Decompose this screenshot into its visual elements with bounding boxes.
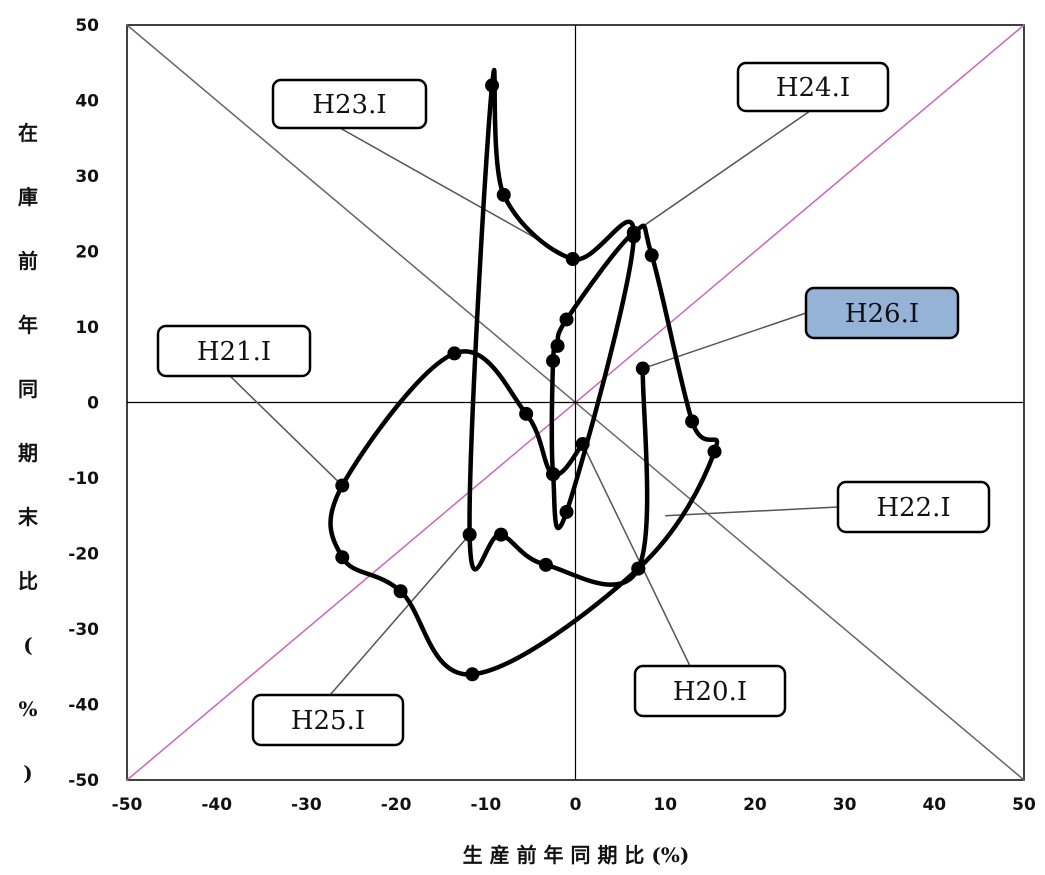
x-tick-labels: -50 -40 -30 -20 -10 0 10 20 30 40 50: [112, 795, 1036, 815]
y-axis-title-char: 庫: [18, 185, 38, 209]
x-tick-label: -30: [291, 795, 322, 815]
data-point: [635, 361, 650, 376]
annotation-label: H25.Ⅰ: [291, 706, 365, 736]
annotation-leader: [642, 312, 807, 370]
y-axis-title-char: 期: [18, 441, 38, 465]
y-tick-label: -20: [68, 545, 99, 565]
data-point: [631, 561, 646, 576]
annotation-box: [836, 480, 991, 534]
annotation-leader: [633, 110, 811, 234]
y-tick-label: -10: [68, 469, 99, 489]
x-tick-label: -20: [381, 795, 412, 815]
y-axis-title-char: 末: [18, 505, 39, 529]
x-tick-label: 20: [743, 795, 767, 815]
y-tick-labels: 50 40 30 20 10 0 -10 -20 -30 -40 -50: [68, 16, 99, 791]
x-axis-title: 生 産 前 年 同 期 比 (%): [463, 843, 690, 867]
annotation-leader: [329, 534, 471, 696]
annotation-label: H24.Ⅰ: [776, 73, 850, 103]
y-tick-label: 20: [75, 243, 99, 263]
annotation-label: H22.Ⅰ: [876, 493, 950, 523]
data-point: [335, 478, 350, 493]
x-tick-label: 40: [922, 795, 946, 815]
data-point: [465, 667, 480, 682]
y-axis-title-char: (: [23, 633, 32, 657]
y-tick-label: -50: [68, 771, 99, 791]
data-point: [393, 584, 408, 599]
annotation-leader: [582, 443, 691, 667]
y-tick-label: 10: [75, 318, 99, 338]
annotation-box: [633, 664, 787, 718]
annotation-label: H20.Ⅰ: [673, 677, 747, 707]
annotation-label: H26.Ⅰ: [845, 299, 919, 329]
annotation-label: H21.Ⅰ: [197, 337, 271, 367]
data-point: [559, 312, 574, 327]
annotation-labels: H23.Ⅰ H24.Ⅰ H21.Ⅰ H26.Ⅰ H22.Ⅰ H20.Ⅰ H25.Ⅰ: [156, 61, 991, 747]
zero-axes: [127, 25, 1024, 780]
x-tick-label: -50: [112, 795, 143, 815]
y-tick-label: -30: [68, 620, 99, 640]
y-axis-title-char: 在: [18, 121, 38, 145]
x-tick-label: 50: [1012, 795, 1036, 815]
data-point: [565, 252, 580, 267]
y-axis-title-char: 同: [18, 377, 38, 401]
annotation-box: [736, 61, 890, 113]
data-point: [519, 406, 534, 421]
annotation-leader: [229, 375, 343, 487]
y-tick-label: 30: [75, 167, 99, 187]
x-tick-label: 30: [833, 795, 857, 815]
y-axis-title-char: 比: [18, 569, 38, 593]
y-axis-title-char: %: [18, 697, 37, 721]
data-point: [546, 353, 561, 368]
annotation-label: H23.Ⅰ: [312, 90, 386, 120]
y-tick-label: -40: [68, 696, 99, 716]
y-axis-title-char: ): [23, 761, 32, 785]
data-point: [538, 557, 553, 572]
data-point: [485, 78, 500, 93]
annotation-box: [251, 693, 405, 747]
x-tick-label: -40: [201, 795, 232, 815]
x-tick-label: 10: [653, 795, 677, 815]
data-point: [335, 550, 350, 565]
data-point: [626, 229, 641, 244]
data-point: [546, 467, 561, 482]
data-point: [707, 444, 722, 459]
data-point: [644, 248, 659, 263]
data-point: [685, 414, 700, 429]
data-point: [559, 504, 574, 519]
data-point: [575, 437, 590, 452]
annotation-box: [804, 286, 960, 340]
annotation-leader: [665, 506, 839, 517]
data-series: [328, 67, 722, 682]
y-axis-title-char: 年: [18, 313, 38, 337]
x-tick-label: 0: [570, 795, 582, 815]
data-point: [447, 346, 462, 361]
annotation-box: [156, 324, 312, 378]
y-tick-label: 50: [75, 16, 99, 36]
y-axis-title-char: 前: [18, 249, 38, 273]
data-point: [462, 527, 477, 542]
data-point: [494, 527, 509, 542]
x-tick-label: -10: [470, 795, 501, 815]
data-point: [550, 338, 565, 353]
y-tick-label: 40: [75, 92, 99, 112]
y-tick-label: 0: [87, 394, 99, 414]
annotation-box: [271, 78, 428, 130]
data-point: [496, 187, 511, 202]
annotation-leaders: [229, 110, 839, 696]
